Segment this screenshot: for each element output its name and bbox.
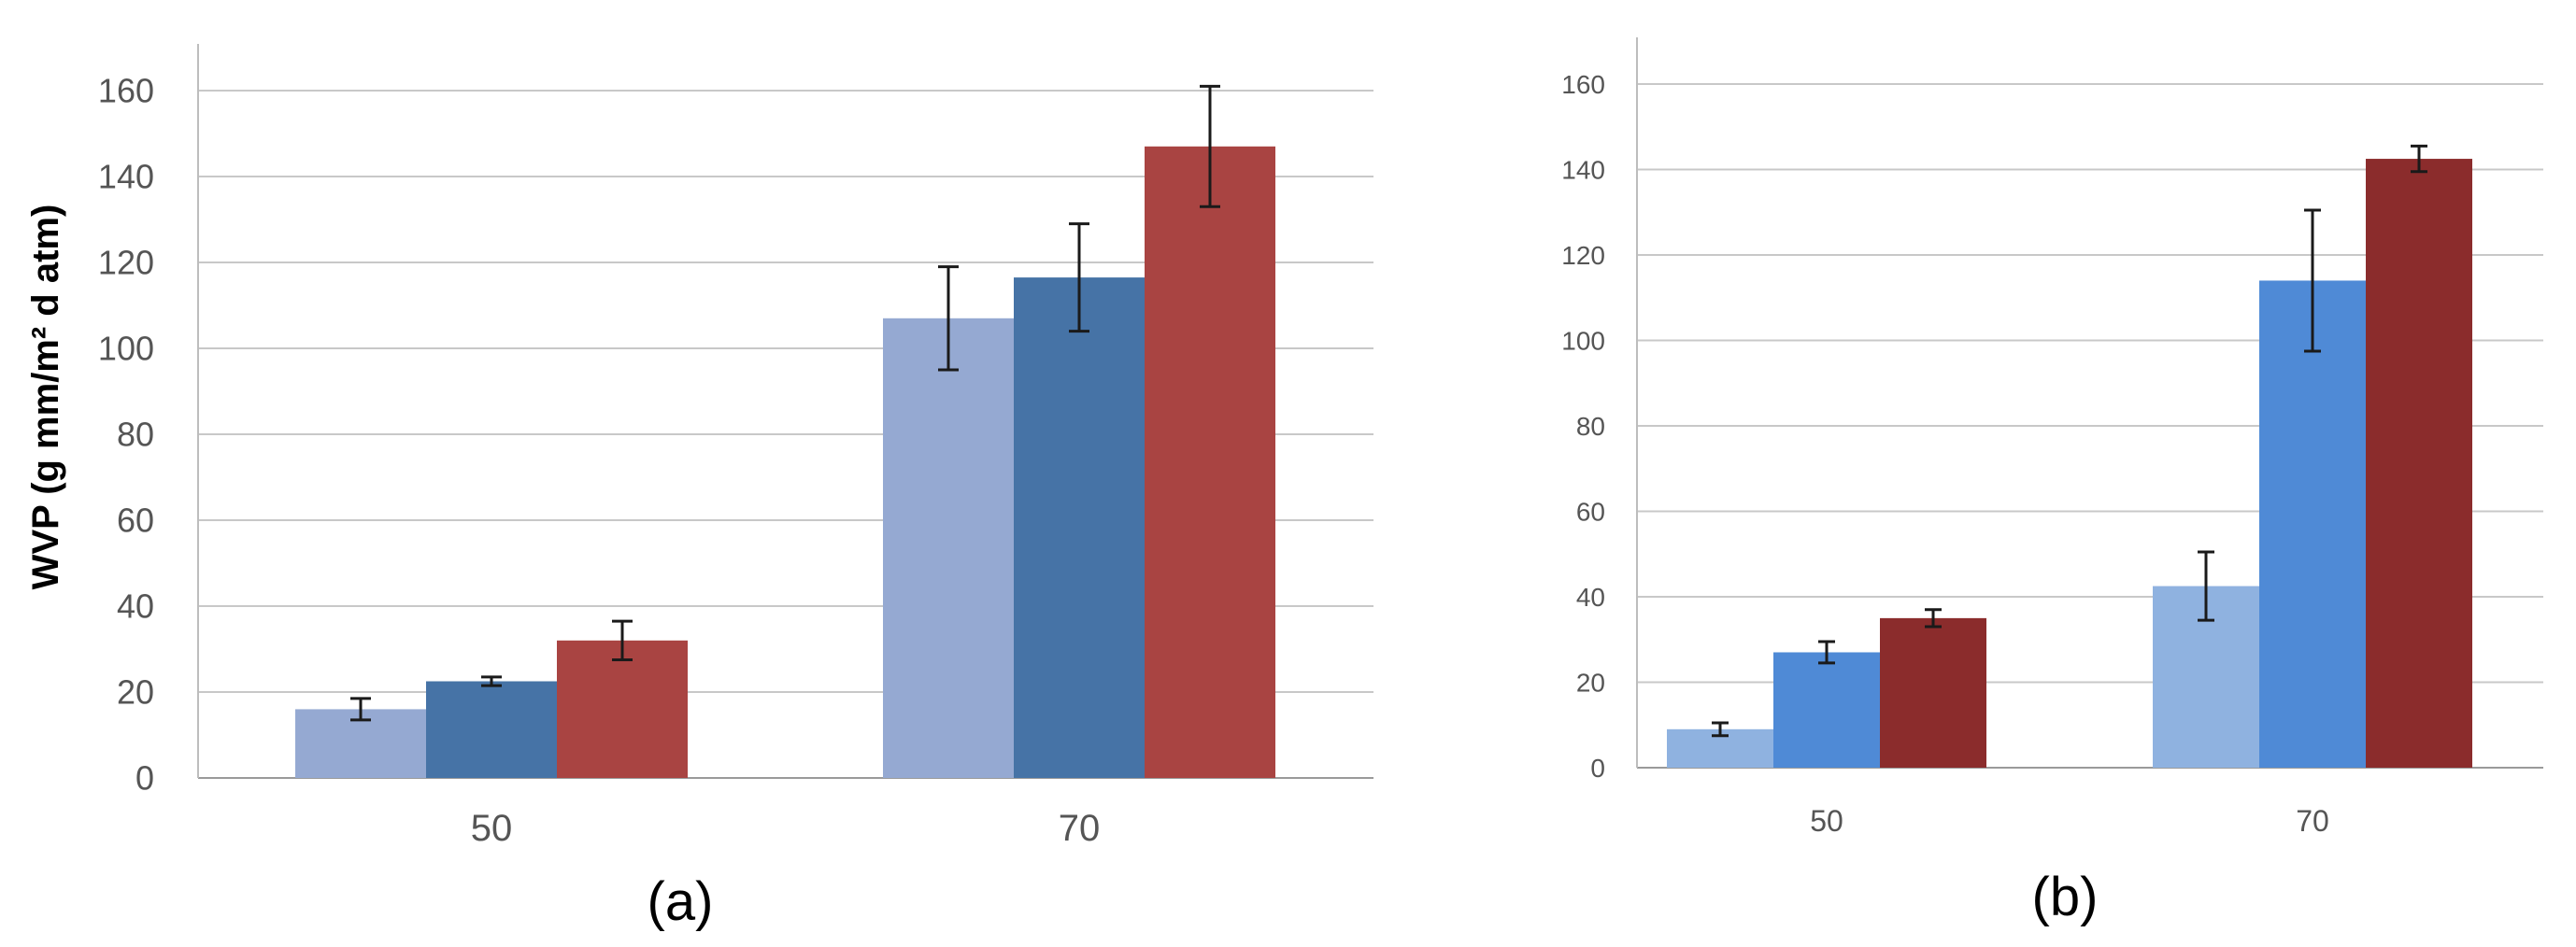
x-tick-label: 50 (471, 808, 513, 849)
error-bar (1925, 608, 1942, 629)
error-bar (2198, 550, 2214, 622)
bar (2366, 159, 2472, 768)
y-tick-label: 120 (98, 244, 154, 282)
bar (1880, 617, 1986, 768)
bar (426, 681, 557, 778)
x-tick-label: 70 (1059, 808, 1101, 849)
chart-panel-b: 0 20 40 60 80 100 120 140 160 50 70 (b) (1561, 37, 2543, 927)
y-tick-label: 100 (98, 330, 154, 368)
y-tick-label: 60 (1576, 497, 1605, 526)
gridlines-a (197, 44, 1373, 779)
y-tick-label: 100 (1561, 326, 1605, 355)
y-tick-label: 140 (98, 158, 154, 196)
y-tick-label: 60 (117, 502, 154, 540)
y-axis-title-a: WVP (g mm/m² d atm) (25, 205, 66, 590)
y-tick-label: 160 (1561, 70, 1605, 99)
panel-label-b: (b) (2032, 867, 2099, 927)
error-bar (1200, 84, 1220, 208)
y-tick-label: 40 (117, 587, 154, 626)
error-bar (1069, 222, 1089, 333)
bar (1773, 652, 1880, 768)
y-tick-label: 120 (1561, 241, 1605, 270)
y-tick-labels-a: 0 20 40 60 80 100 120 140 160 (98, 72, 154, 798)
x-tick-labels-b: 50 70 (1810, 804, 2329, 838)
y-tick-label: 20 (117, 673, 154, 712)
bar (2259, 280, 2366, 768)
y-tick-label: 80 (1576, 412, 1605, 441)
error-bar (481, 675, 502, 687)
y-tick-labels-b: 0 20 40 60 80 100 120 140 160 (1561, 70, 1605, 783)
x-tick-labels-a: 50 70 (471, 808, 1101, 849)
chart-panel-a: WVP (g mm/m² d atm) 0 20 40 60 80 100 120 140 16… (25, 44, 1373, 932)
bar (557, 640, 688, 778)
bar (1014, 277, 1145, 779)
y-tick-label: 20 (1576, 668, 1605, 697)
error-bar (938, 265, 959, 372)
error-bar (2411, 144, 2427, 174)
bars-a (295, 84, 1275, 779)
y-tick-label: 140 (1561, 155, 1605, 184)
x-tick-label: 70 (2296, 804, 2329, 838)
y-tick-label: 0 (1590, 754, 1605, 783)
y-tick-label: 80 (117, 416, 154, 454)
error-bar (350, 697, 371, 722)
bar (1145, 146, 1275, 779)
error-bar (1712, 721, 1729, 738)
y-tick-label: 0 (135, 759, 154, 798)
x-tick-label: 50 (1810, 804, 1843, 838)
bar (883, 318, 1014, 778)
error-bar (2304, 208, 2321, 353)
y-tick-label: 160 (98, 72, 154, 110)
panel-label-a: (a) (648, 871, 714, 932)
bars-b (1667, 144, 2472, 768)
error-bar (1818, 640, 1835, 665)
error-bar (612, 619, 633, 661)
y-tick-label: 40 (1576, 583, 1605, 612)
